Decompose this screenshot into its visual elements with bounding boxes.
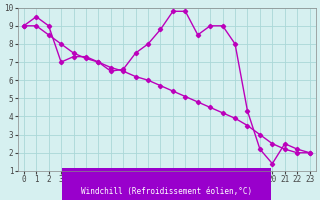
X-axis label: Windchill (Refroidissement éolien,°C): Windchill (Refroidissement éolien,°C) xyxy=(81,187,252,196)
